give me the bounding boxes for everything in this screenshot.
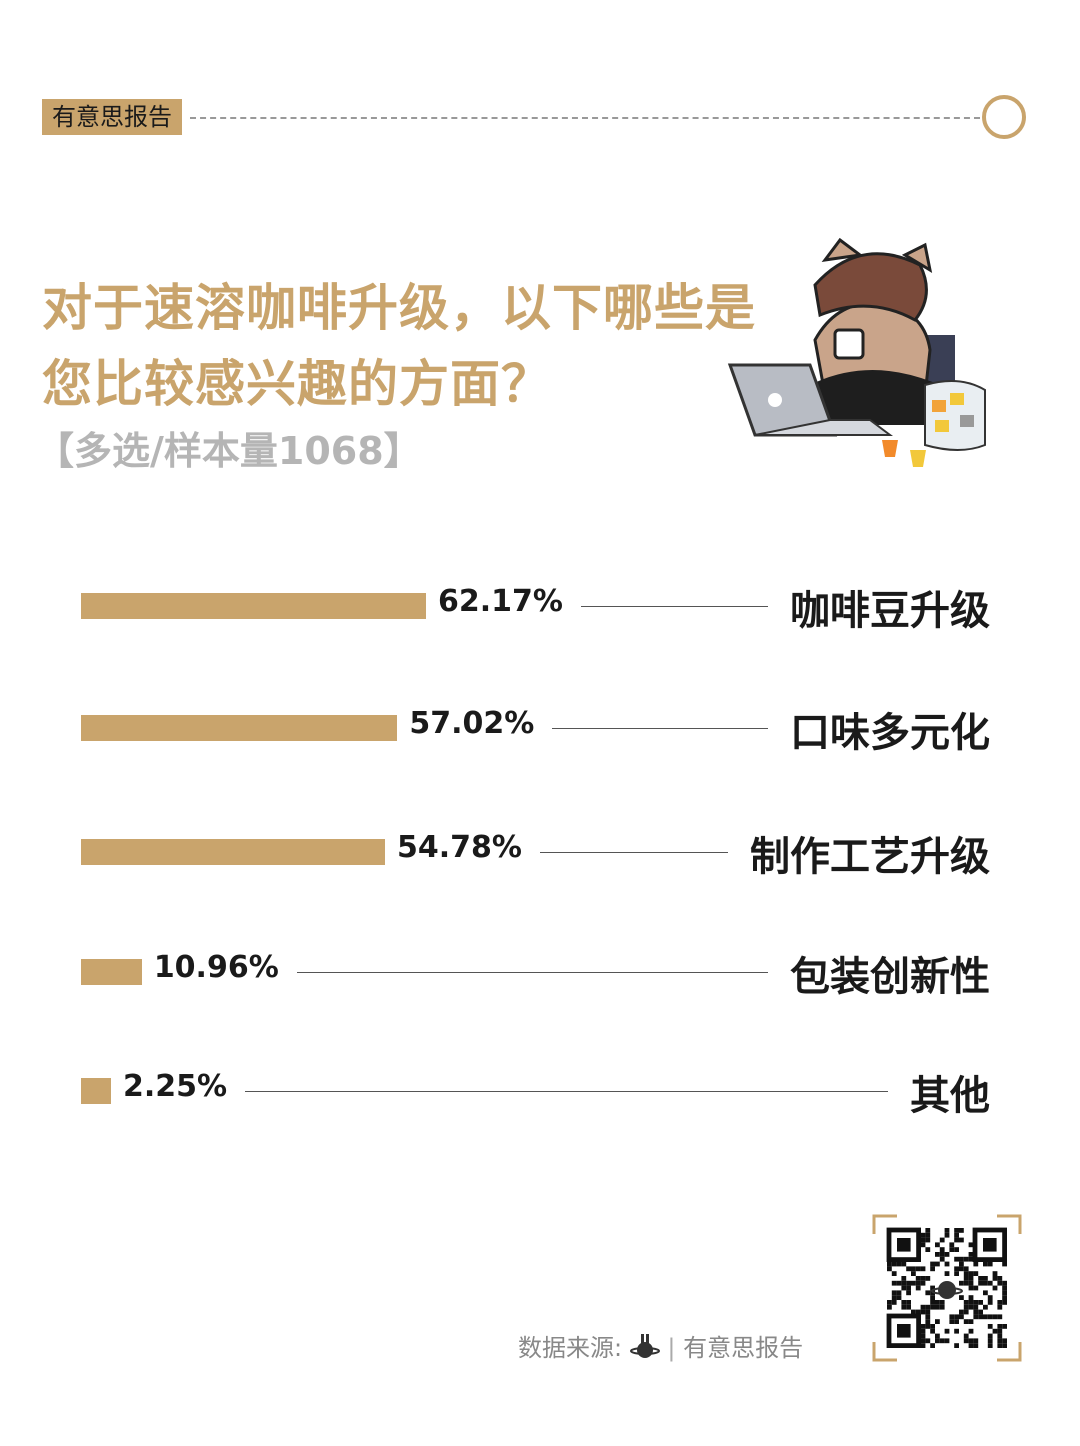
chart-subtitle: 【多选/样本量1068】	[36, 429, 422, 473]
value-label: 54.78%	[396, 830, 522, 865]
chart-title: 对于速溶咖啡升级，以下哪些是 您比较感兴趣的方面？	[42, 270, 756, 422]
value-label: 10.96%	[153, 950, 279, 985]
coffee-drinker-illustration	[727, 237, 986, 467]
bar-row: 10.96% 包装创新性	[0, 942, 1080, 1002]
bar	[81, 593, 426, 619]
qr-code[interactable]	[872, 1214, 1022, 1362]
category-label: 制作工艺升级	[750, 834, 990, 880]
circle-icon	[982, 95, 1026, 139]
value-label: 62.17%	[438, 584, 563, 619]
bar	[81, 715, 398, 741]
brand-tag: 有意思报告	[42, 99, 182, 135]
bar-row: 62.17% 咖啡豆升级	[0, 576, 1080, 636]
data-source: 数据来源: | 有意思报告	[518, 1334, 804, 1362]
category-label: 口味多元化	[790, 710, 990, 756]
bar-row: 57.02% 口味多元化	[0, 698, 1080, 758]
category-label: 包装创新性	[790, 954, 990, 1000]
leader-line	[296, 972, 768, 973]
leader-line	[552, 728, 768, 729]
value-label: 2.25%	[123, 1069, 228, 1104]
planet-rabbit-logo-icon	[629, 1334, 660, 1358]
source-label: 数据来源:	[518, 1334, 623, 1362]
leader-line	[581, 606, 768, 607]
bar	[81, 959, 142, 985]
value-label: 57.02%	[409, 706, 535, 741]
leader-line	[539, 852, 728, 853]
bar	[81, 839, 385, 865]
bar-row: 2.25% 其他	[0, 1061, 1080, 1121]
bar-row: 54.78% 制作工艺升级	[0, 822, 1080, 882]
dashed-divider	[190, 117, 980, 119]
title-line-1: 对于速溶咖啡升级，以下哪些是	[42, 279, 756, 337]
category-label: 其他	[910, 1073, 990, 1119]
title-line-2: 您比较感兴趣的方面？	[42, 355, 552, 413]
leader-line	[245, 1091, 888, 1092]
category-label: 咖啡豆升级	[790, 588, 990, 634]
source-name: 有意思报告	[683, 1334, 804, 1362]
bar	[81, 1078, 111, 1104]
